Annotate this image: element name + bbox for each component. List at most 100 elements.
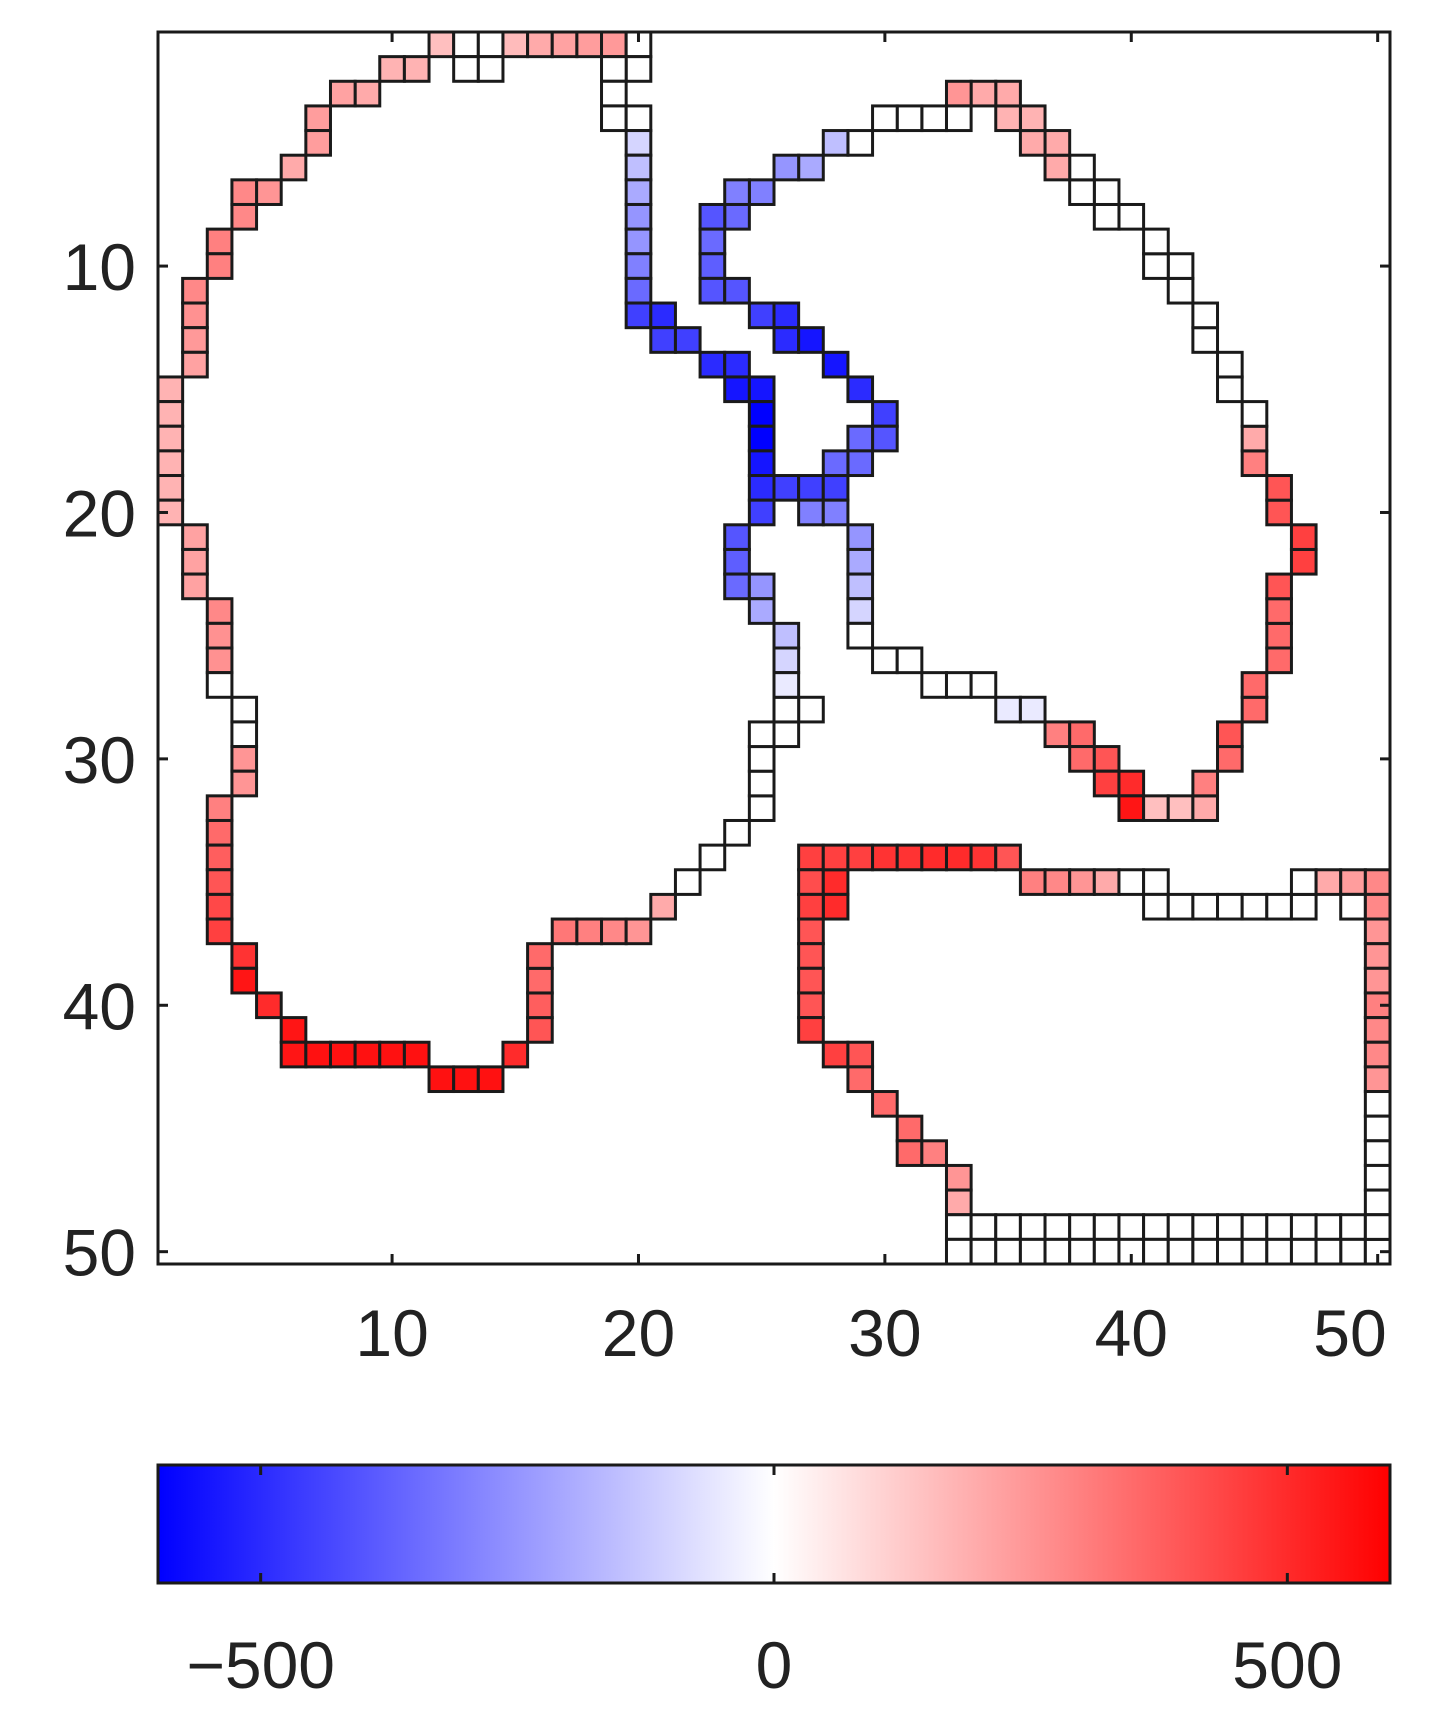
heatmap-cell xyxy=(427,1065,456,1094)
x-tick-label: 30 xyxy=(848,1296,921,1370)
heatmap-cell xyxy=(821,449,850,478)
heatmap-cell xyxy=(230,966,259,995)
colorbar-tick-label: 500 xyxy=(1232,1628,1342,1702)
heatmap-cell xyxy=(255,991,283,1020)
heatmap-cell xyxy=(1043,129,1072,157)
heatmap-cell xyxy=(1339,1237,1367,1266)
heatmap-cell xyxy=(1363,1163,1392,1192)
heatmap-cell xyxy=(1363,1213,1392,1241)
heatmap-cell xyxy=(747,375,776,404)
heatmap-cell xyxy=(624,252,653,280)
heatmap-cell xyxy=(624,301,653,330)
heatmap-cell xyxy=(452,55,480,83)
heatmap-cell xyxy=(205,818,234,847)
heatmap-cell xyxy=(895,843,924,872)
heatmap-cell xyxy=(1240,1213,1269,1241)
heatmap-cell xyxy=(1363,1040,1392,1069)
heatmap-cell xyxy=(772,474,801,502)
heatmap-cell xyxy=(747,449,776,478)
heatmap-cell xyxy=(624,178,653,206)
heatmap-cell xyxy=(230,202,259,231)
heatmap-cell xyxy=(1363,1188,1392,1217)
heatmap-cell xyxy=(1092,1237,1121,1266)
heatmap-cell xyxy=(673,326,702,354)
heatmap-cell xyxy=(624,153,653,182)
heatmap-cell xyxy=(452,30,480,59)
heatmap-cell xyxy=(821,498,850,527)
heatmap-cell xyxy=(821,868,850,896)
heatmap-cell xyxy=(723,547,751,576)
heatmap-cell xyxy=(501,30,530,59)
heatmap-cell xyxy=(1216,375,1244,404)
heatmap-cell xyxy=(205,252,234,280)
heatmap-cell xyxy=(1043,153,1072,182)
heatmap-cell xyxy=(1166,252,1195,280)
heatmap-cell xyxy=(747,597,776,625)
heatmap-cell xyxy=(205,794,234,822)
heatmap-cell xyxy=(205,227,234,256)
heatmap-cell xyxy=(1092,178,1121,206)
heatmap-cell xyxy=(797,991,825,1020)
heatmap-cell xyxy=(181,350,209,379)
heatmap-cell xyxy=(723,375,751,404)
heatmap-cell xyxy=(1289,892,1318,921)
heatmap-cell xyxy=(353,1040,382,1069)
heatmap-cell xyxy=(476,1065,505,1094)
heatmap-cell xyxy=(920,1139,948,1167)
heatmap-cell xyxy=(994,79,1022,108)
y-tick-label: 50 xyxy=(63,1216,136,1290)
heatmap-cell xyxy=(1018,868,1047,896)
heatmap-cell xyxy=(600,55,628,83)
x-tick-label: 20 xyxy=(602,1296,675,1370)
heatmap-cell xyxy=(895,1139,924,1167)
heatmap-cell xyxy=(797,695,825,724)
heatmap-cell xyxy=(797,153,825,182)
heatmap-cell xyxy=(747,301,776,330)
heatmap-cell xyxy=(624,104,653,133)
heatmap-cell xyxy=(156,400,185,428)
heatmap-cell xyxy=(600,79,628,108)
heatmap-cell xyxy=(747,498,776,527)
heatmap-cell xyxy=(230,942,259,970)
heatmap-cell xyxy=(1142,1213,1170,1241)
plot-frame xyxy=(156,30,1392,1266)
heatmap-cell xyxy=(1092,1213,1121,1241)
heatmap-cell xyxy=(526,942,554,970)
heatmap-cell xyxy=(649,892,677,921)
heatmap-cell xyxy=(1043,1213,1072,1241)
heatmap-cell xyxy=(624,227,653,256)
heatmap-cell xyxy=(846,1065,875,1094)
heatmap-cell xyxy=(624,917,653,946)
heatmap-cell xyxy=(526,991,554,1020)
heatmap-cell xyxy=(944,671,973,699)
heatmap-cell xyxy=(575,917,604,946)
heatmap-cell xyxy=(944,104,973,133)
heatmap-cell xyxy=(772,720,801,749)
heatmap-cell xyxy=(1265,892,1293,921)
heatmap-cell xyxy=(846,572,875,601)
heatmap-cell xyxy=(279,1016,308,1044)
heatmap-cell xyxy=(1068,153,1096,182)
heatmap-cell xyxy=(871,104,899,133)
heatmap-cell xyxy=(1117,868,1146,896)
heatmap-cell xyxy=(698,350,727,379)
heatmap-cell xyxy=(1142,892,1170,921)
heatmap-cell xyxy=(1191,1237,1220,1266)
heatmap-cell xyxy=(1117,794,1146,822)
heatmap-cell xyxy=(1216,1213,1244,1241)
heatmap-cell xyxy=(723,276,751,305)
heatmap-cell xyxy=(1363,1090,1392,1118)
heatmap-cell xyxy=(624,55,653,83)
heatmap-cell xyxy=(772,695,801,724)
heatmap-cell xyxy=(205,868,234,896)
heatmap-cell xyxy=(1240,424,1269,453)
heatmap-cell xyxy=(895,646,924,675)
heatmap-cell xyxy=(821,892,850,921)
heatmap-cell xyxy=(1363,942,1392,970)
heatmap-cell xyxy=(1191,301,1220,330)
heatmap-cell xyxy=(920,104,948,133)
heatmap-cell xyxy=(353,79,382,108)
heatmap-cell xyxy=(205,892,234,921)
heatmap-cell xyxy=(1240,1237,1269,1266)
heatmap-cell xyxy=(1216,745,1244,773)
